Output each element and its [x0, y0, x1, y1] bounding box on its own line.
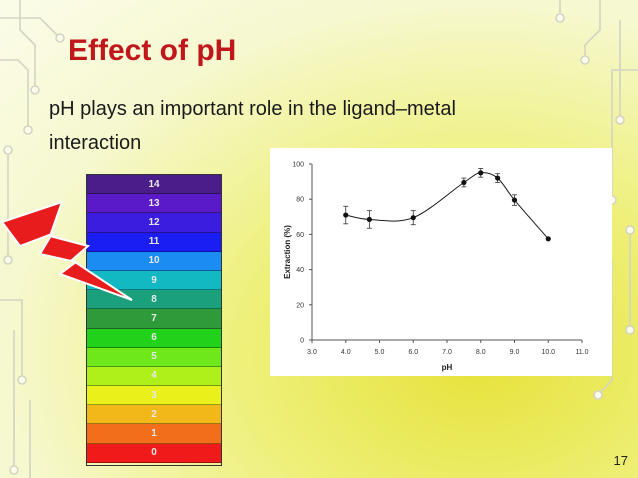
x-tick-label: 8.0 [476, 349, 486, 356]
x-tick-label: 11.0 [575, 349, 588, 356]
ph-cell-13: 13 [87, 194, 221, 214]
x-tick-label: 3.0 [307, 349, 317, 356]
ph-cell-5: 5 [87, 347, 221, 367]
data-point [366, 216, 372, 223]
data-point [461, 179, 467, 186]
x-tick-label: 5.0 [375, 349, 385, 356]
slide-title: Effect of pH [68, 34, 237, 67]
ph-cell-14: 14 [87, 175, 221, 195]
ph-cell-0: 0 [87, 443, 221, 463]
x-tick-label: 7.0 [442, 349, 452, 356]
data-point [410, 215, 416, 221]
ph-cell-2: 2 [87, 405, 221, 425]
ph-cell-12: 12 [87, 213, 221, 233]
body-line-1: pH plays an important role in the ligand… [49, 98, 456, 120]
y-axis-label: Extraction (%) [283, 225, 292, 279]
y-tick-label: 100 [292, 162, 304, 169]
ph-cell-11: 11 [87, 232, 221, 252]
x-tick-label: 10.0 [541, 349, 555, 356]
x-tick-label: 4.0 [341, 349, 351, 356]
body-line-2: interaction [49, 132, 142, 154]
ph-cell-10: 10 [87, 251, 221, 271]
ph-cell-4: 4 [87, 366, 221, 387]
data-point [545, 236, 551, 242]
data-point [495, 175, 501, 181]
y-tick-label: 0 [300, 338, 304, 345]
extraction-chart: 3.0 4.0 5.0 6.0 7.0 8.0 9.0 10.0 11.0 0 20 40 60 80 10… [270, 148, 612, 376]
y-tick-label: 40 [296, 267, 304, 274]
data-point [343, 212, 349, 218]
x-axis-label: pH [442, 363, 453, 372]
series-line [345, 172, 549, 240]
ph-cell-6: 6 [87, 328, 221, 348]
ph-scale: 14 13 12 11 10 9 8 7 6 5 4 3 2 1 0 [86, 174, 222, 466]
ph-cell-3: 3 [87, 386, 221, 406]
ph-cell-7: 7 [87, 309, 221, 329]
page-number: 17 [613, 453, 628, 468]
ph-cell-9: 9 [87, 270, 221, 291]
y-tick-label: 80 [296, 197, 304, 204]
x-tick-label: 9.0 [510, 349, 520, 356]
data-point [511, 197, 518, 203]
y-tick-label: 20 [296, 302, 304, 309]
x-tick-label: 6.0 [408, 349, 418, 356]
lightning-bolt-icon [0, 200, 133, 301]
ph-cell-1: 1 [87, 424, 221, 444]
y-tick-label: 60 [296, 232, 304, 239]
data-point [478, 170, 484, 176]
body-text: pH plays an important role in the ligand… [49, 92, 569, 160]
chart-svg: 3.0 4.0 5.0 6.0 7.0 8.0 9.0 10.0 11.0 0 20 40 60 80 10… [283, 162, 589, 373]
